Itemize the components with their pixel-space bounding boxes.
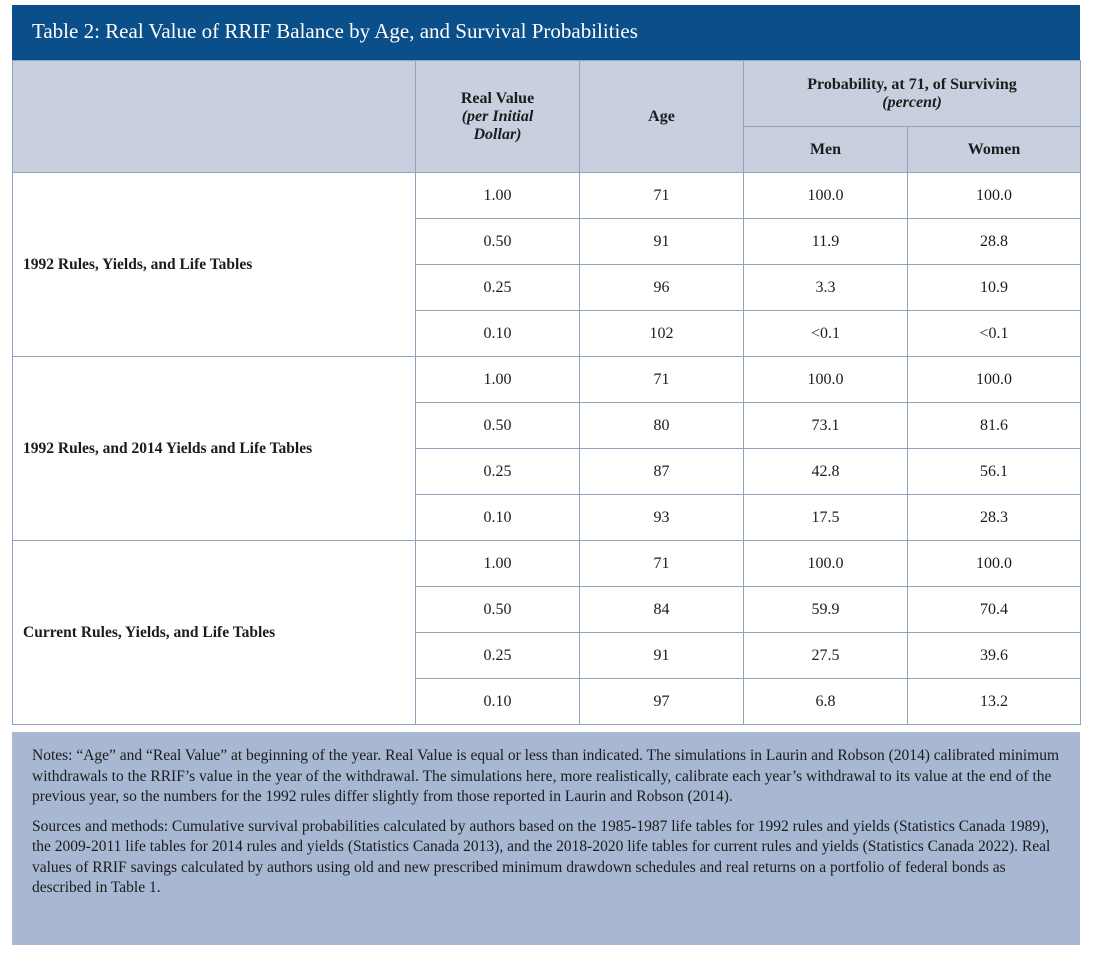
cell-real-value: 0.10: [415, 310, 580, 357]
cell-men: <0.1: [743, 310, 908, 357]
cell-real-value: 0.50: [415, 218, 580, 265]
cell-real-value: 1.00: [415, 356, 580, 403]
cell-men: 3.3: [743, 264, 908, 311]
header-empty-cell: [12, 60, 416, 173]
cell-real-value: 0.25: [415, 632, 580, 679]
header-probability-sub: (percent): [882, 93, 942, 111]
cell-age: 80: [579, 402, 744, 449]
cell-real-value: 0.10: [415, 678, 580, 725]
notes-text: Notes: “Age” and “Real Value” at beginni…: [32, 747, 1060, 805]
cell-men: 100.0: [743, 172, 908, 219]
cell-women: 100.0: [906, 172, 1082, 219]
cell-age: 71: [579, 356, 744, 403]
table-row: 0.25 87 42.8 56.1: [13, 448, 1082, 495]
cell-women: <0.1: [906, 310, 1082, 357]
cell-men: 27.5: [743, 632, 908, 679]
sources-text: Sources and methods: Cumulative survival…: [32, 817, 1051, 897]
table-row: 0.10 93 17.5 28.3: [13, 494, 1082, 541]
cell-age: 97: [579, 678, 744, 725]
table-row: 1992 Rules, and 2014 Yields and Life Tab…: [12, 356, 1082, 541]
cell-real-value: 1.00: [415, 172, 580, 219]
cell-age: 93: [579, 494, 744, 541]
cell-women: 28.3: [906, 494, 1082, 541]
cell-women: 28.8: [906, 218, 1082, 265]
cell-women: 10.9: [906, 264, 1082, 311]
table-row: 0.50 91 11.9 28.8: [13, 218, 1082, 265]
cell-women: 13.2: [906, 678, 1082, 725]
cell-real-value: 0.10: [415, 494, 580, 541]
table-row: 0.25 91 27.5 39.6: [13, 632, 1082, 679]
group-label: 1992 Rules, and 2014 Yields and Life Tab…: [12, 356, 416, 541]
table-row: 0.50 80 73.1 81.6: [13, 402, 1082, 449]
cell-men: 73.1: [743, 402, 908, 449]
cell-real-value: 0.25: [415, 264, 580, 311]
table-row: Current Rules, Yields, and Life Tables 1.…: [12, 540, 1082, 725]
cell-age: 87: [579, 448, 744, 495]
header-women: Women: [906, 126, 1082, 173]
cell-age: 102: [579, 310, 744, 357]
cell-real-value: 0.25: [415, 448, 580, 495]
cell-men: 11.9: [743, 218, 908, 265]
cell-age: 71: [579, 540, 744, 587]
table-row: 0.50 84 59.9 70.4: [13, 586, 1082, 633]
table-row: 0.25 96 3.3 10.9: [13, 264, 1082, 311]
cell-men: 59.9: [743, 586, 908, 633]
table-figure: Table 2: Real Value of RRIF Balance by A…: [12, 5, 1082, 945]
cell-age: 84: [579, 586, 744, 633]
header-probability: Probability, at 71, of Surviving (percen…: [742, 60, 1082, 127]
cell-men: 6.8: [743, 678, 908, 725]
table-container: Real Value (per Initial Dollar) Age Prob…: [12, 60, 1082, 725]
cell-real-value: 0.50: [415, 586, 580, 633]
group-label: 1992 Rules, Yields, and Life Tables: [12, 172, 416, 357]
header-age: Age: [579, 60, 744, 173]
header-real-value: Real Value (per Initial Dollar): [415, 60, 580, 173]
cell-women: 100.0: [906, 356, 1082, 403]
table-row: 0.10 97 6.8 13.2: [13, 678, 1082, 725]
cell-men: 100.0: [743, 356, 908, 403]
table-row: 0.10 102 <0.1 <0.1: [13, 310, 1082, 357]
header-real-value-sub: (per Initial Dollar): [461, 107, 534, 143]
table-row: 1992 Rules, Yields, and Life Tables 1.00 7…: [12, 172, 1082, 357]
table-title: Table 2: Real Value of RRIF Balance by A…: [12, 5, 1080, 60]
cell-age: 91: [579, 632, 744, 679]
table-body: 1992 Rules, Yields, and Life Tables 1.00 7…: [12, 172, 1082, 725]
cell-age: 71: [579, 172, 744, 219]
cell-women: 70.4: [906, 586, 1082, 633]
cell-women: 56.1: [906, 448, 1082, 495]
cell-age: 91: [579, 218, 744, 265]
cell-men: 42.8: [743, 448, 908, 495]
header-real-value-label: Real Value: [460, 89, 535, 107]
header-men: Men: [743, 126, 908, 173]
cell-real-value: 0.50: [415, 402, 580, 449]
table-header: Real Value (per Initial Dollar) Age Prob…: [12, 60, 1082, 173]
cell-real-value: 1.00: [415, 540, 580, 587]
notes-panel: Notes: “Age” and “Real Value” at beginni…: [12, 732, 1080, 945]
cell-women: 100.0: [906, 540, 1082, 587]
cell-women: 39.6: [906, 632, 1082, 679]
cell-age: 96: [579, 264, 744, 311]
group-label: Current Rules, Yields, and Life Tables: [12, 540, 416, 725]
rrif-table: Real Value (per Initial Dollar) Age Prob…: [12, 60, 1082, 725]
header-probability-label: Probability, at 71, of Surviving: [807, 75, 1017, 93]
cell-men: 17.5: [743, 494, 908, 541]
cell-women: 81.6: [906, 402, 1082, 449]
cell-men: 100.0: [743, 540, 908, 587]
